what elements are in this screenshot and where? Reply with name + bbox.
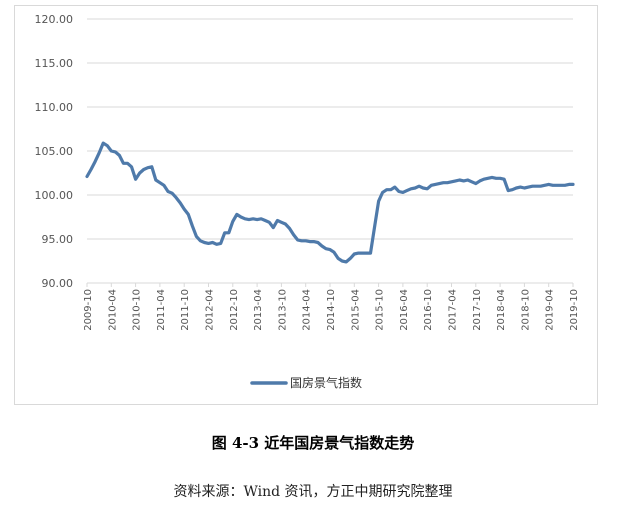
- x-tick-label: 2018-04: [496, 289, 507, 331]
- legend: 国房景气指数: [250, 375, 362, 390]
- x-tick-label: 2015-04: [350, 289, 361, 331]
- x-tick-label: 2013-04: [253, 289, 264, 331]
- x-tick-label: 2018-10: [520, 289, 531, 331]
- y-tick-label: 105.00: [35, 145, 74, 158]
- x-tick-label: 2011-04: [156, 289, 167, 331]
- x-tick-label: 2016-10: [423, 289, 434, 331]
- y-axis-ticks: 90.00 95.00 100.00 105.00 110.00 115.00 120.00: [35, 13, 74, 290]
- figure-caption: 图 4-3 近年国房景气指数走势: [211, 434, 415, 452]
- y-tick-label: 120.00: [35, 13, 74, 26]
- series-layer: [85, 141, 575, 264]
- legend-label: 国房景气指数: [290, 375, 362, 390]
- x-tick-label: 2019-10: [569, 289, 580, 331]
- x-axis-ticks: 2009-10 2010-04 2010-10 2011-04 2011-10 2012-…: [83, 283, 580, 331]
- x-tick-label: 2012-10: [229, 289, 240, 331]
- gridlines: [87, 18, 573, 284]
- x-tick-label: 2017-04: [448, 289, 459, 331]
- source-note: 资料来源：Wind 资讯，方正中期研究院整理: [173, 484, 453, 500]
- y-tick-label: 90.00: [42, 277, 74, 290]
- y-tick-label: 115.00: [35, 57, 74, 70]
- series-line: [85, 141, 575, 264]
- chart-frame: 90.00 95.00 100.00 105.00 110.00 115.00 120.00…: [14, 5, 598, 405]
- y-tick-label: 95.00: [42, 233, 74, 246]
- x-tick-label: 2014-04: [302, 289, 313, 331]
- x-tick-label: 2010-04: [107, 289, 118, 331]
- x-tick-label: 2019-04: [545, 289, 556, 331]
- x-tick-label: 2014-10: [326, 289, 337, 331]
- x-tick-label: 2011-10: [180, 289, 191, 331]
- line-chart: 90.00 95.00 100.00 105.00 110.00 115.00 120.00…: [35, 13, 581, 390]
- y-tick-label: 110.00: [35, 101, 74, 114]
- x-tick-label: 2015-10: [375, 289, 386, 331]
- x-tick-label: 2013-10: [277, 289, 288, 331]
- x-tick-label: 2009-10: [83, 289, 94, 331]
- x-tick-label: 2010-10: [132, 289, 143, 331]
- x-tick-label: 2012-04: [205, 289, 216, 331]
- y-tick-label: 100.00: [35, 189, 74, 202]
- x-tick-label: 2017-10: [472, 289, 483, 331]
- x-tick-label: 2016-04: [399, 289, 410, 331]
